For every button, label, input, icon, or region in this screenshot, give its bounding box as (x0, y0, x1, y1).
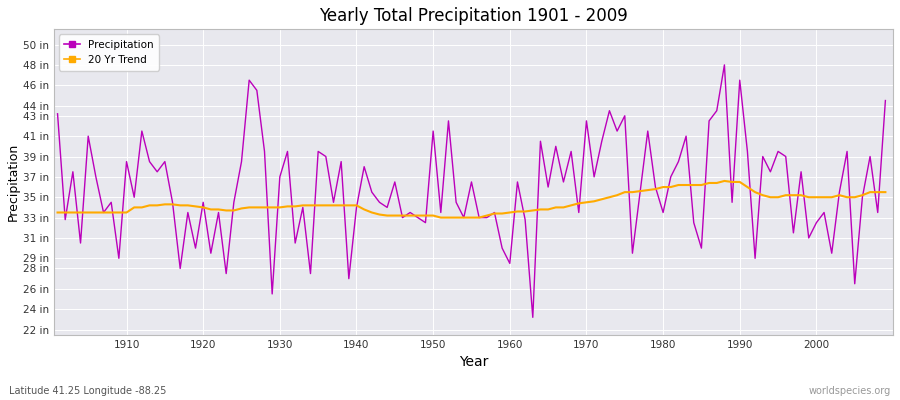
Title: Yearly Total Precipitation 1901 - 2009: Yearly Total Precipitation 1901 - 2009 (319, 7, 628, 25)
Text: worldspecies.org: worldspecies.org (809, 386, 891, 396)
X-axis label: Year: Year (459, 355, 488, 369)
Legend: Precipitation, 20 Yr Trend: Precipitation, 20 Yr Trend (58, 34, 159, 70)
Text: Latitude 41.25 Longitude -88.25: Latitude 41.25 Longitude -88.25 (9, 386, 166, 396)
Y-axis label: Precipitation: Precipitation (7, 143, 20, 221)
